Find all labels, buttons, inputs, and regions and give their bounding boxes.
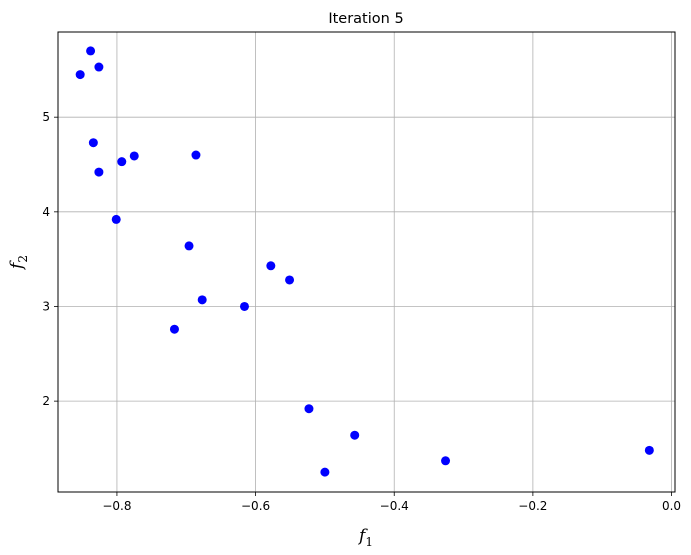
scatter-point [88, 138, 98, 148]
scatter-point [441, 456, 451, 466]
scatter-point [75, 70, 85, 80]
scatter-point [191, 150, 201, 160]
scatter-point [266, 261, 276, 271]
scatter-point [320, 467, 330, 477]
x-tick-label: 0.0 [662, 499, 681, 513]
scatter-point [111, 214, 121, 224]
y-axis-label-main: f [7, 260, 27, 271]
x-tick-label: −0.4 [380, 499, 409, 513]
x-axis-ticks: −0.8 −0.6 −0.4 −0.2 0.0 [102, 492, 681, 513]
y-tick-label: 5 [42, 110, 50, 124]
chart-title: Iteration 5 [328, 11, 403, 27]
data-points [75, 46, 654, 477]
x-tick-label: −0.6 [241, 499, 270, 513]
y-axis-label-sub: 2 [16, 255, 30, 263]
scatter-point [285, 275, 295, 285]
x-axis-label-sub: 1 [365, 535, 373, 549]
x-tick-label: −0.8 [102, 499, 131, 513]
scatter-point [86, 46, 96, 56]
scatter-point [117, 157, 127, 167]
y-tick-label: 3 [42, 299, 50, 313]
scatter-point [184, 241, 194, 251]
y-tick-label: 2 [42, 394, 50, 408]
scatter-point [350, 430, 360, 440]
scatter-point [304, 404, 314, 414]
y-axis-ticks: 2 3 4 5 [42, 110, 58, 408]
grid-lines [58, 32, 675, 492]
scatter-point [169, 324, 179, 334]
scatter-point [239, 301, 249, 311]
x-axis-label: f1 [357, 526, 373, 549]
plot-frame [57, 31, 676, 493]
x-tick-label: −0.2 [518, 499, 547, 513]
y-axis-label: f2 [7, 255, 30, 271]
x-axis-label-main: f [357, 526, 368, 546]
scatter-point [94, 167, 104, 177]
scatter-point [129, 151, 139, 161]
y-tick-label: 4 [42, 205, 50, 219]
scatter-point [197, 295, 207, 305]
scatter-point [94, 62, 104, 72]
scatter-point [644, 445, 654, 455]
